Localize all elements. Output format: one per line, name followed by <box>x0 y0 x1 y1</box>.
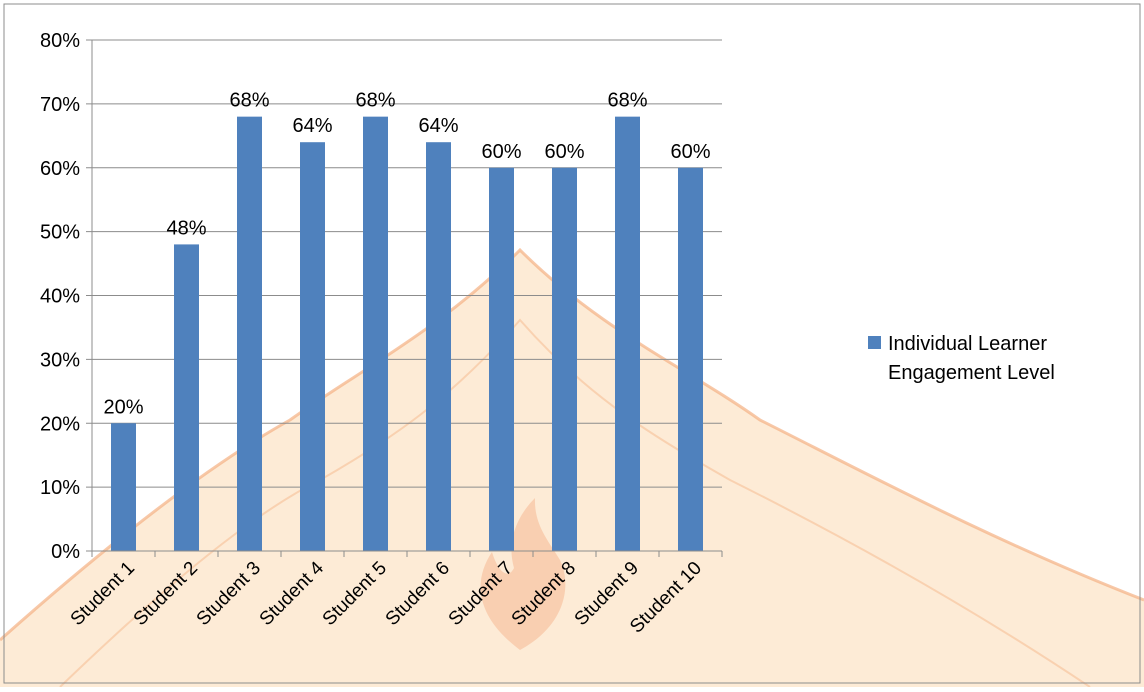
bar <box>237 116 262 552</box>
data-label: 60% <box>544 141 584 163</box>
bar <box>552 167 577 551</box>
y-tick-label: 60% <box>40 158 80 180</box>
y-tick-label: 30% <box>40 349 80 371</box>
bars <box>111 116 703 552</box>
data-label: 60% <box>481 141 521 163</box>
axes <box>91 40 723 557</box>
bar <box>111 423 136 551</box>
bar <box>426 142 451 551</box>
data-label: 64% <box>292 115 332 137</box>
legend-swatch <box>868 336 881 349</box>
legend-label: Engagement Level <box>888 362 1055 384</box>
y-tick-label: 70% <box>40 94 80 116</box>
y-tick-label: 80% <box>40 30 80 52</box>
data-label: 20% <box>103 396 143 418</box>
watermark-inner-outline <box>59 318 1091 688</box>
legend-label: Individual Learner <box>888 333 1047 355</box>
data-label: 60% <box>670 141 710 163</box>
bar <box>489 167 514 551</box>
y-tick-label: 10% <box>40 477 80 499</box>
data-label: 48% <box>166 217 206 239</box>
bar <box>300 142 325 551</box>
data-label: 64% <box>418 115 458 137</box>
y-tick-label: 20% <box>40 413 80 435</box>
legend: Individual Learner Engagement Level <box>868 333 1055 384</box>
y-tick-label: 0% <box>51 541 80 563</box>
bar <box>174 244 199 551</box>
y-tick-label: 50% <box>40 222 80 244</box>
watermark-flame-icon <box>480 498 566 650</box>
bar <box>363 116 388 552</box>
y-tick-label: 40% <box>40 286 80 308</box>
bar <box>615 116 640 552</box>
bar <box>678 167 703 551</box>
data-label: 68% <box>229 90 269 112</box>
data-label: 68% <box>355 90 395 112</box>
data-label: 68% <box>607 90 647 112</box>
chart-border <box>3 3 1141 684</box>
